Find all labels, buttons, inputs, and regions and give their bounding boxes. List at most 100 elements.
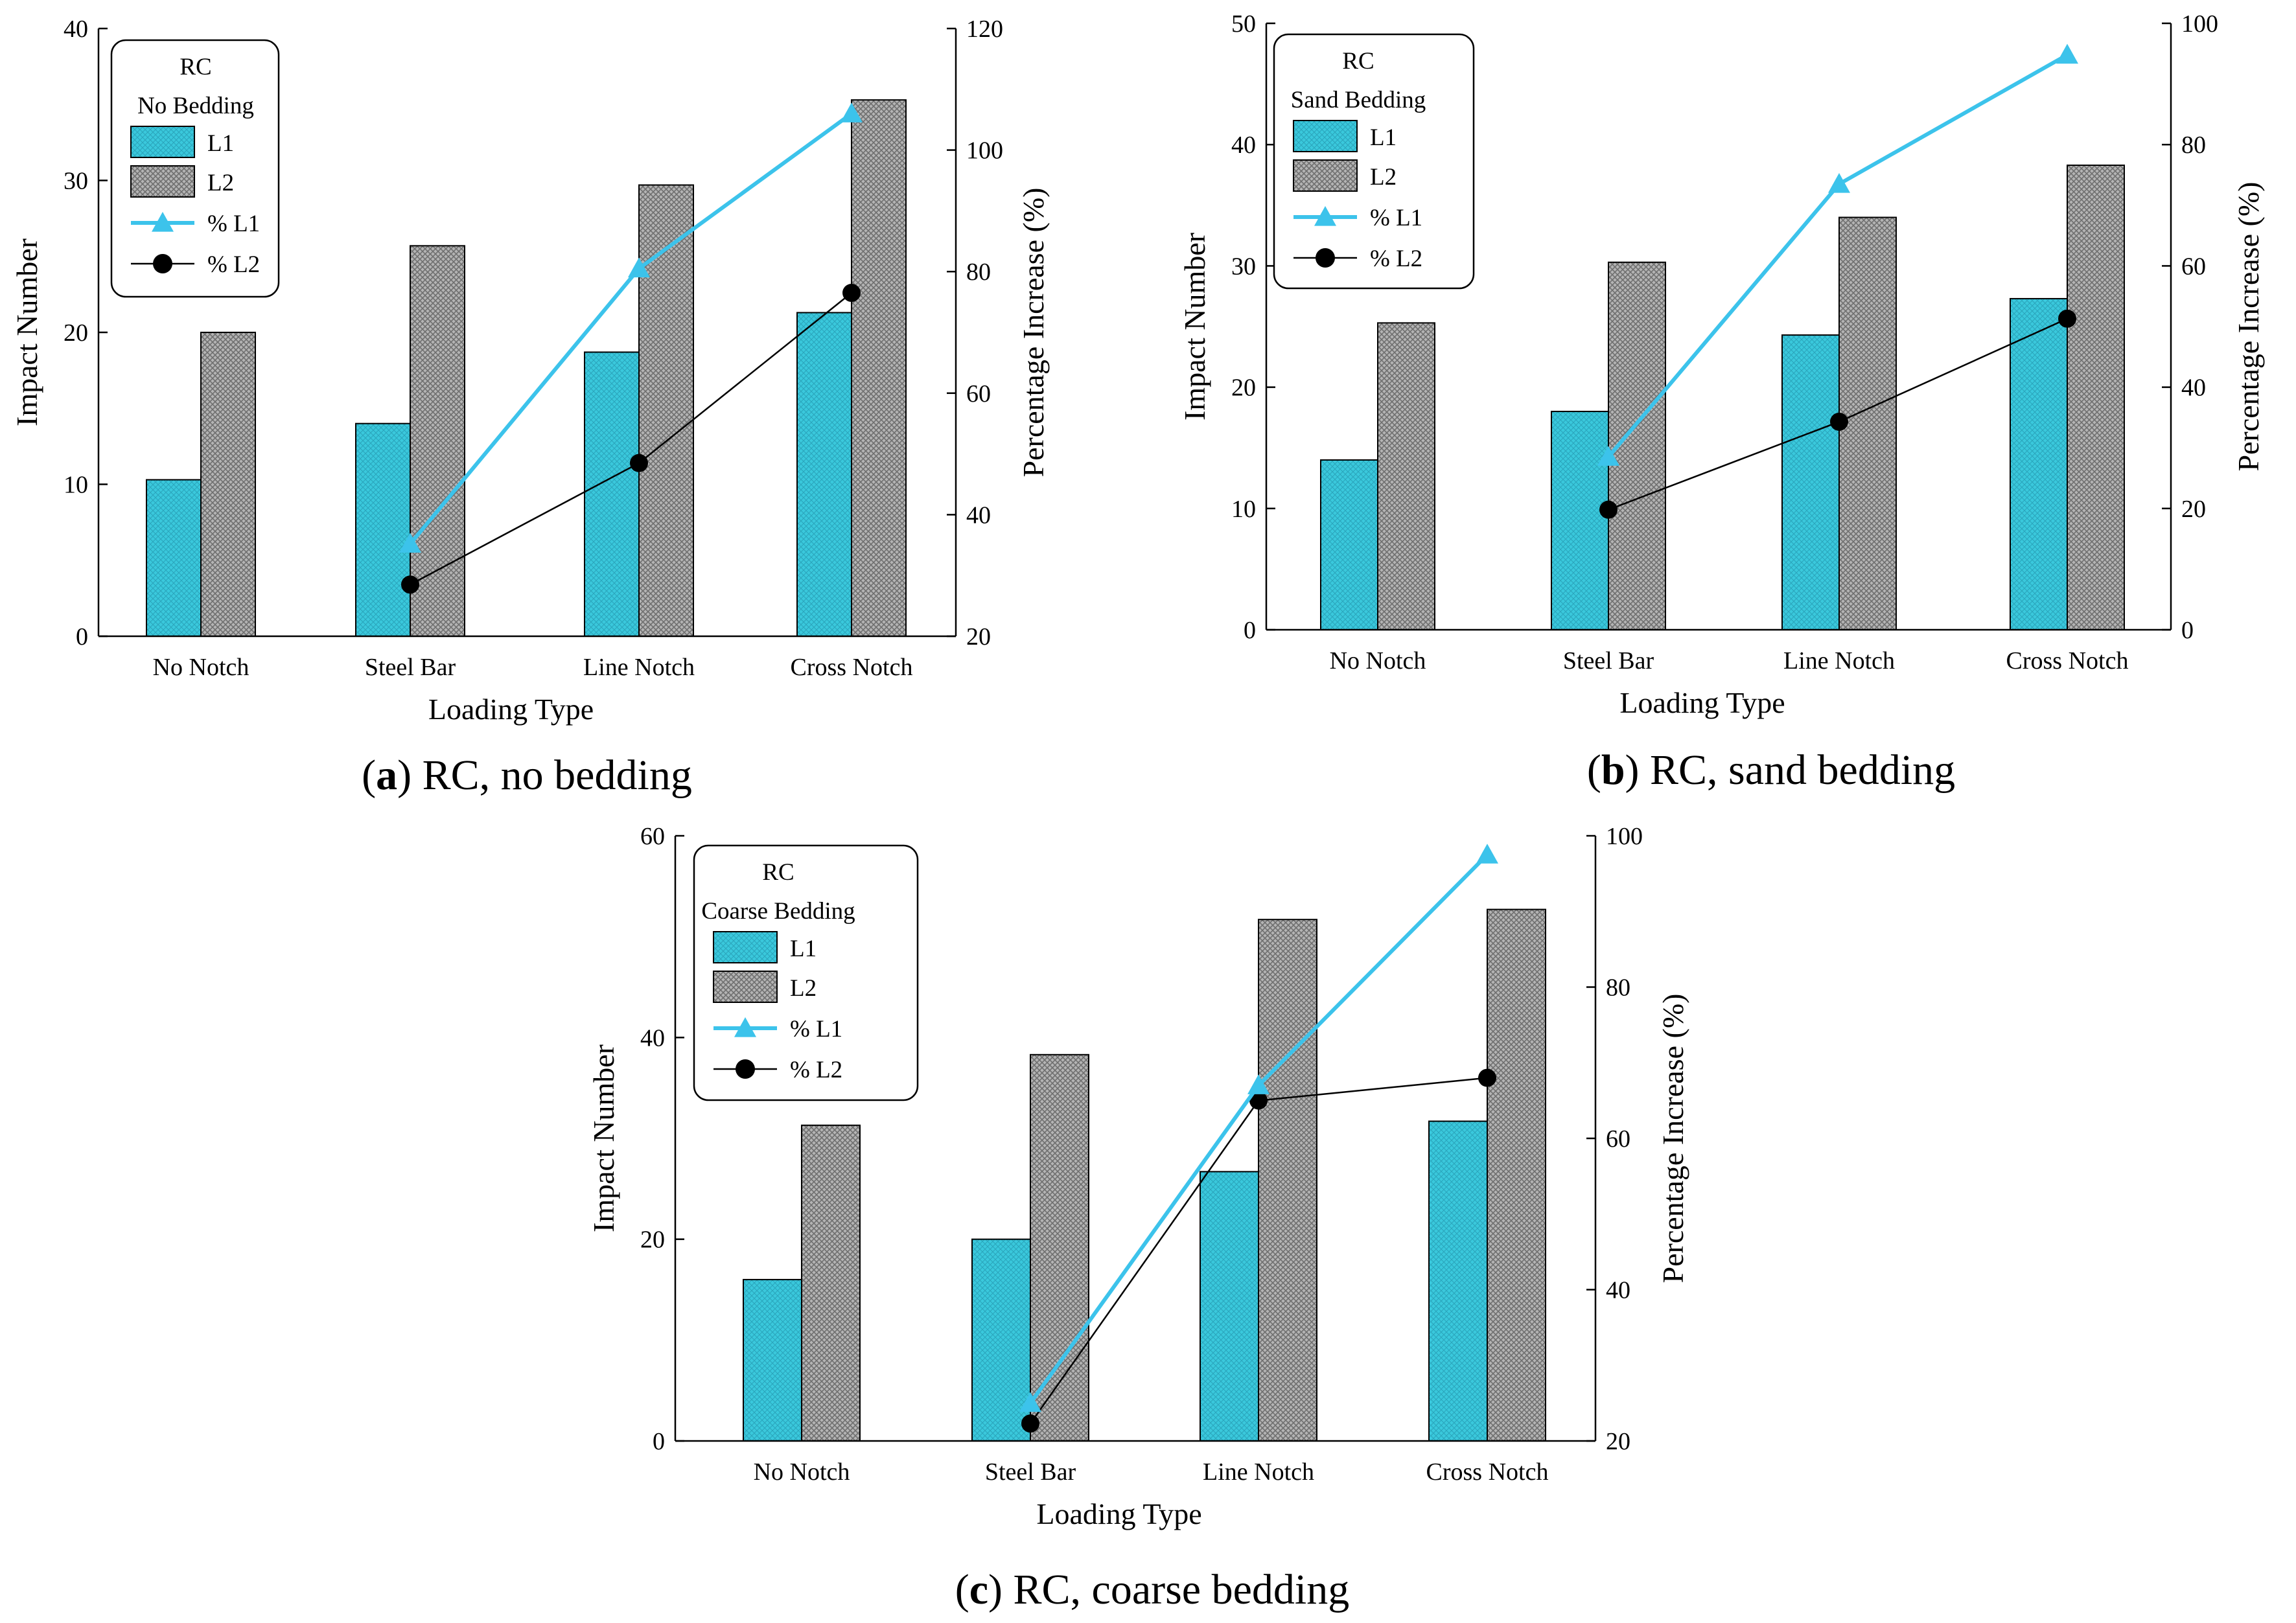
- y2-tick-label: 100: [1606, 823, 1643, 850]
- y-tick-label: 30: [64, 168, 88, 195]
- legend-entry-label: % L2: [207, 251, 260, 278]
- y2-tick-label: 20: [2181, 496, 2206, 523]
- legend-swatch-l1: [713, 931, 778, 963]
- caption-letter: a: [376, 752, 397, 799]
- bar-l2-2: [1030, 1053, 1089, 1442]
- y2-tick-label: 60: [966, 380, 991, 408]
- x-axis-title: Loading Type: [1619, 686, 1785, 719]
- x-tick-label: Line Notch: [1783, 647, 1895, 674]
- marker-pct-l1-2: [628, 257, 650, 278]
- x-tick-label: No Notch: [153, 654, 249, 681]
- legend-entry-label: % L1: [1370, 205, 1422, 231]
- marker-pct-l1-3: [2056, 43, 2078, 64]
- y-tick-label: 40: [1231, 132, 1256, 159]
- y-tick-label: 20: [64, 319, 88, 347]
- y-tick-label: 20: [1231, 374, 1256, 402]
- marker-pct-l1-1: [1597, 446, 1619, 466]
- x-tick-label: Cross Notch: [791, 654, 913, 681]
- caption-text: RC, coarse bedding: [1003, 1566, 1349, 1613]
- legend-entry-label: L2: [790, 975, 817, 1002]
- y-tick-label: 50: [1231, 10, 1256, 38]
- y-axis-title: Impact Number: [587, 1044, 620, 1232]
- bar-l2-3: [638, 184, 694, 638]
- bar-l2-2: [410, 245, 465, 637]
- bar-l1-1: [146, 479, 202, 638]
- legend-subtitle: Coarse Bedding: [701, 898, 855, 925]
- y2-tick-label: 80: [1606, 974, 1630, 1002]
- x-tick-label: Cross Notch: [1426, 1458, 1549, 1486]
- bar-l1-3: [1781, 334, 1840, 630]
- caption-text: RC, no bedding: [412, 752, 692, 799]
- y2-tick-label: 40: [1606, 1277, 1630, 1304]
- y2-axis-title: Percentage Increase (%): [1656, 994, 1689, 1283]
- x-tick-label: Line Notch: [583, 654, 695, 681]
- x-tick-label: Steel Bar: [1563, 647, 1654, 674]
- caption-letter: b: [1601, 746, 1625, 794]
- x-tick-label: Steel Bar: [985, 1458, 1076, 1486]
- legend-entry-label: L1: [790, 936, 817, 962]
- y2-tick-label: 100: [2181, 10, 2218, 38]
- marker-pct-l2-1: [1021, 1414, 1039, 1433]
- y-tick-label: 60: [640, 823, 665, 850]
- legend-marker-pct-l1: [1314, 206, 1336, 226]
- y-tick-label: 10: [1231, 496, 1256, 523]
- bar-l1-4: [1428, 1120, 1488, 1442]
- x-tick-label: No Notch: [1330, 647, 1426, 674]
- bar-l1-1: [1320, 459, 1378, 630]
- y-axis-title: Impact Number: [10, 238, 43, 426]
- y-tick-label: 0: [653, 1428, 665, 1455]
- marker-pct-l2-3: [2058, 309, 2076, 328]
- bar-l2-1: [801, 1124, 861, 1442]
- legend-marker-pct-l1: [734, 1017, 756, 1037]
- bar-l1-2: [355, 422, 411, 637]
- marker-pct-l1-1: [1019, 1392, 1041, 1412]
- y-tick-label: 30: [1231, 253, 1256, 280]
- bar-l2-1: [200, 332, 256, 637]
- marker-pct-l1-1: [399, 533, 421, 553]
- legend-subtitle: No Bedding: [137, 93, 254, 119]
- bar-l2-4: [851, 99, 907, 637]
- x-axis-title: Loading Type: [428, 693, 594, 726]
- marker-pct-l2-1: [1599, 500, 1618, 519]
- marker-pct-l1-3: [841, 102, 863, 122]
- legend-entry-label: L1: [207, 130, 234, 157]
- bar-l2-3: [1258, 919, 1317, 1442]
- marker-pct-l2-2: [1249, 1091, 1268, 1110]
- legend: RC No Bedding L1 L2 % L1 % L2: [110, 39, 280, 298]
- y-tick-label: 10: [64, 472, 88, 499]
- caption-letter: c: [969, 1566, 988, 1613]
- legend-swatch-l1: [130, 126, 195, 158]
- legend-entry-label: L1: [1370, 124, 1397, 151]
- bar-l1-3: [584, 351, 640, 637]
- bar-l1-2: [1551, 411, 1609, 630]
- caption-paren-close: ): [1625, 746, 1640, 794]
- marker-pct-l2-3: [842, 284, 861, 303]
- marker-pct-l1-2: [1828, 173, 1850, 193]
- x-tick-label: Steel Bar: [365, 654, 456, 681]
- legend-title: RC: [762, 859, 794, 886]
- y2-tick-label: 20: [1606, 1428, 1630, 1455]
- legend-entry-label: L2: [1370, 164, 1397, 190]
- legend-marker-pct-l1: [152, 212, 174, 232]
- legend-entry-label: % L1: [790, 1016, 842, 1042]
- legend-swatch-l2: [1293, 159, 1358, 192]
- y2-tick-label: 20: [966, 623, 991, 650]
- y2-tick-label: 80: [2181, 132, 2206, 159]
- legend-entry-label: % L2: [790, 1057, 842, 1083]
- y-tick-label: 40: [64, 16, 88, 43]
- bar-l1-4: [2010, 297, 2068, 630]
- legend-title: RC: [180, 54, 211, 80]
- y2-tick-label: 60: [2181, 253, 2206, 280]
- marker-pct-l2-2: [630, 454, 648, 472]
- legend-entry-label: % L2: [1370, 246, 1422, 272]
- bar-l1-4: [796, 312, 852, 637]
- marker-pct-l2-1: [401, 575, 419, 594]
- legend: RC Coarse Bedding L1 L2 % L1 % L2: [693, 844, 919, 1101]
- panel-caption: (b) RC, sand bedding: [1587, 746, 1955, 794]
- y2-tick-label: 0: [2181, 617, 2194, 644]
- bar-l2-1: [1377, 322, 1435, 630]
- bar-l2-4: [2067, 165, 2125, 631]
- chart-panel-a: 0 10 20 30 40 20 40 60 80 100 120 No Notch Steel Bar…: [10, 16, 1050, 799]
- y2-tick-label: 120: [966, 16, 1003, 43]
